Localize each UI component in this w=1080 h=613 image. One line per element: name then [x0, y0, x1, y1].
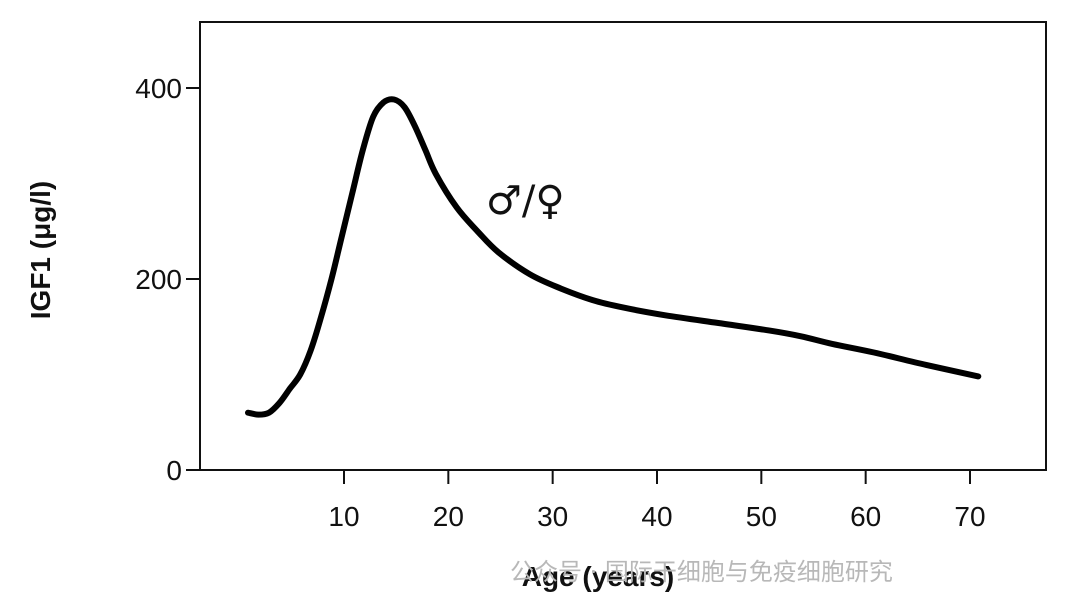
y-axis-ticks: 0 200 400 — [135, 73, 200, 486]
y-tick-label: 200 — [135, 264, 182, 295]
plot-frame — [199, 21, 1047, 471]
x-axis-ticks: 10 20 30 40 50 60 70 — [328, 470, 986, 532]
x-axis-title: Age (years) — [522, 561, 675, 592]
x-tick-label: 20 — [433, 501, 464, 532]
x-tick-label: 70 — [954, 501, 985, 532]
igf1-series-line — [245, 96, 982, 418]
sex-annotation: ♂/♀ — [486, 178, 565, 224]
x-tick-label: 10 — [328, 501, 359, 532]
watermark: 公众号 · 国际干细胞与免疫细胞研究 — [510, 558, 893, 586]
x-tick-label: 40 — [641, 501, 672, 532]
y-axis-title: IGF1 (μg/l) — [25, 181, 56, 319]
x-tick-label: 30 — [537, 501, 568, 532]
x-tick-label: 50 — [746, 501, 777, 532]
y-tick-label: 400 — [135, 73, 182, 104]
x-tick-label: 60 — [850, 501, 881, 532]
y-tick-label: 0 — [166, 455, 182, 486]
